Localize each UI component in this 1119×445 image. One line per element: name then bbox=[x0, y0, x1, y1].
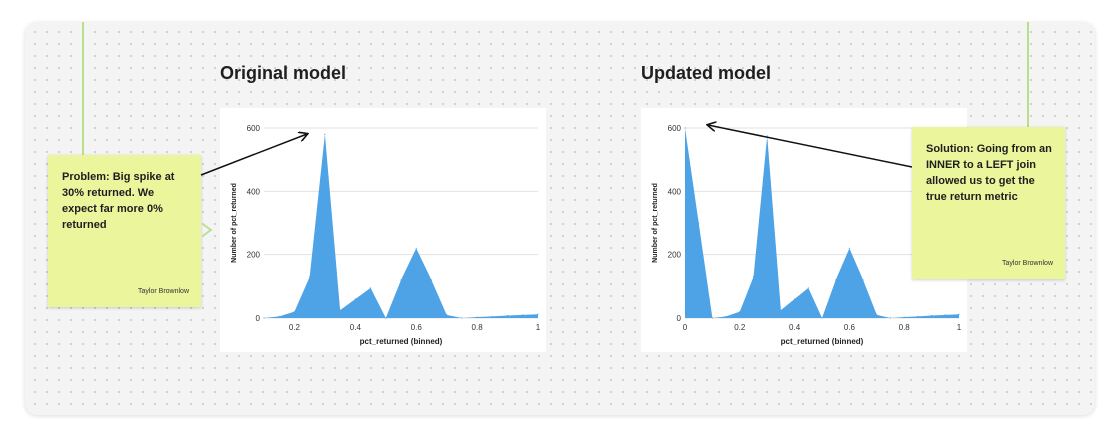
data-point bbox=[537, 313, 539, 315]
x-axis-label: pct_returned (binned) bbox=[360, 337, 443, 346]
chevron-right-icon bbox=[203, 224, 213, 236]
data-point bbox=[780, 309, 782, 311]
y-tick-label: 0 bbox=[256, 314, 261, 323]
data-point bbox=[725, 315, 727, 318]
solution-sticky-text: Solution: Going from an INNER to a LEFT … bbox=[926, 143, 1052, 203]
x-tick-label: 0 bbox=[683, 323, 688, 332]
data-point bbox=[430, 279, 433, 281]
left-section-title: Original model bbox=[220, 63, 347, 83]
x-tick-label: 0.8 bbox=[899, 323, 911, 332]
data-point bbox=[415, 247, 417, 249]
data-point bbox=[958, 313, 960, 315]
x-tick-label: 1 bbox=[536, 323, 541, 332]
data-point bbox=[794, 298, 796, 300]
data-point bbox=[354, 298, 356, 300]
whiteboard-canvas[interactable]: Original model Updated model 0 200 400 600 0… bbox=[25, 22, 1095, 415]
data-point bbox=[711, 317, 713, 319]
problem-sticky-author: Taylor Brownlow bbox=[138, 288, 189, 295]
data-point bbox=[293, 311, 296, 313]
data-point bbox=[698, 222, 700, 224]
data-point bbox=[476, 316, 478, 318]
data-point bbox=[491, 315, 493, 318]
problem-sticky-text: Problem: Big spike at 30% returned. We e… bbox=[62, 171, 175, 231]
data-point bbox=[400, 279, 402, 281]
y-tick-label: 400 bbox=[668, 187, 682, 196]
y-tick-label: 400 bbox=[247, 187, 261, 196]
solution-sticky-note[interactable]: Solution: Going from an INNER to a LEFT … bbox=[912, 127, 1065, 279]
data-point bbox=[324, 133, 326, 135]
x-tick-label: 0.4 bbox=[789, 323, 801, 332]
y-tick-label: 200 bbox=[247, 251, 261, 260]
x-tick-label: 0.8 bbox=[472, 323, 484, 332]
x-tick-label: 0.2 bbox=[734, 323, 746, 332]
y-tick-label: 0 bbox=[677, 314, 682, 323]
solution-sticky-author: Taylor Brownlow bbox=[1002, 260, 1053, 267]
x-tick-label: 0.4 bbox=[350, 323, 362, 332]
data-point bbox=[931, 314, 933, 317]
data-point bbox=[862, 279, 864, 281]
problem-sticky-note[interactable]: Problem: Big spike at 30% returned. We e… bbox=[48, 155, 201, 307]
y-tick-label: 600 bbox=[668, 124, 682, 133]
data-point bbox=[522, 314, 524, 316]
data-point bbox=[278, 315, 280, 318]
data-point bbox=[684, 127, 686, 129]
data-point bbox=[835, 279, 837, 281]
data-point bbox=[461, 317, 463, 319]
data-point bbox=[506, 314, 509, 317]
data-point bbox=[766, 135, 768, 137]
guide-line-left bbox=[82, 22, 84, 162]
guide-line-right bbox=[1027, 22, 1029, 127]
data-point bbox=[848, 247, 850, 249]
original-model-chart[interactable]: 0 200 400 600 0.2 0.4 0.6 0.8 1 pct_returned (bin… bbox=[220, 108, 546, 352]
data-point bbox=[821, 317, 823, 319]
x-tick-label: 0.2 bbox=[289, 323, 301, 332]
data-point bbox=[309, 276, 311, 278]
x-tick-label: 1 bbox=[957, 323, 962, 332]
data-point bbox=[369, 287, 372, 289]
data-point bbox=[339, 309, 341, 311]
data-point bbox=[876, 314, 878, 316]
data-point bbox=[944, 314, 946, 316]
y-axis-label: Number of pct_returned bbox=[652, 183, 659, 263]
y-tick-label: 600 bbox=[247, 124, 261, 133]
data-point bbox=[446, 314, 448, 316]
y-axis-label: Number of pct_returned bbox=[231, 183, 238, 263]
data-point bbox=[903, 316, 905, 318]
y-tick-label: 200 bbox=[668, 251, 682, 260]
x-axis-label: pct_returned (binned) bbox=[781, 337, 864, 346]
data-point bbox=[263, 317, 265, 319]
data-point bbox=[385, 317, 387, 319]
data-point bbox=[752, 276, 755, 278]
x-tick-label: 0.6 bbox=[844, 323, 856, 332]
data-point bbox=[917, 315, 919, 318]
area-chart-svg: 0 200 400 600 0.2 0.4 0.6 0.8 1 pct_returned (bin… bbox=[231, 124, 541, 346]
right-section-title: Updated model bbox=[641, 63, 772, 83]
data-point bbox=[739, 311, 741, 313]
data-point bbox=[889, 317, 892, 319]
x-tick-label: 0.6 bbox=[411, 323, 423, 332]
data-point bbox=[807, 287, 809, 289]
area-series bbox=[264, 134, 538, 318]
